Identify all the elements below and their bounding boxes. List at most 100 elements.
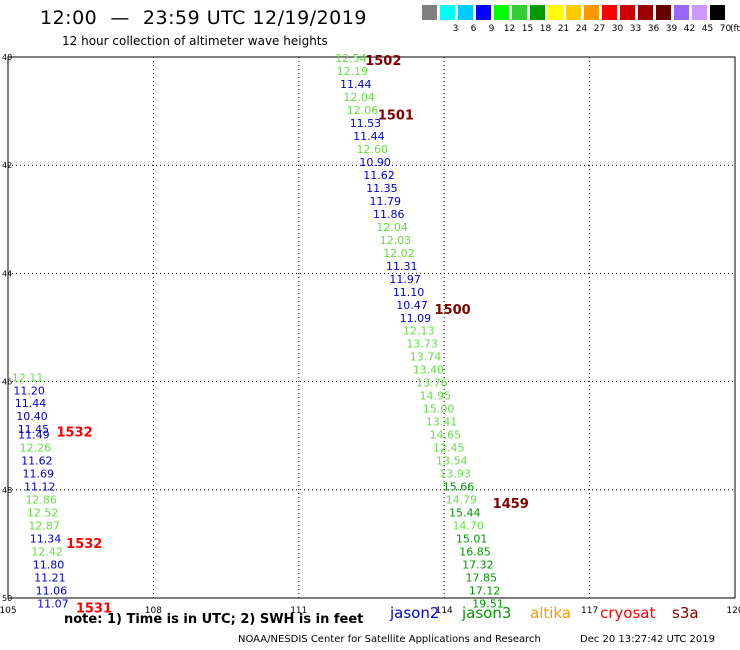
- pass-time-label: 1532: [56, 425, 92, 440]
- scale-label: 27: [593, 24, 606, 34]
- legend-jason3: jason3: [462, 604, 512, 622]
- legend-s3a: s3a: [672, 604, 699, 622]
- scale-swatch: [638, 5, 653, 20]
- wave-height-value: 11.62: [363, 169, 395, 182]
- wave-height-value: 11.34: [30, 532, 61, 545]
- wave-height-value: 15.44: [449, 507, 481, 520]
- wave-height-value: 19.51: [472, 597, 504, 610]
- wave-height-value: 13.76: [416, 377, 448, 390]
- scale-unit: (ft): [730, 24, 740, 34]
- wave-height-value: 11.97: [389, 273, 421, 286]
- wave-height-value: 15.01: [456, 532, 488, 545]
- wave-height-value: 11.49: [18, 429, 50, 442]
- wave-height-value: 17.85: [466, 571, 498, 584]
- longitude-tick-label: 111: [290, 606, 307, 616]
- wave-height-value: 13.54: [436, 455, 468, 468]
- longitude-tick-label: 117: [581, 606, 598, 616]
- scale-label: 15: [521, 24, 534, 34]
- scale-swatch: [494, 5, 509, 20]
- wave-height-value: 14.95: [419, 390, 451, 403]
- wave-height-value: 13.41: [426, 416, 458, 429]
- scale-label: 45: [701, 24, 714, 34]
- latitude-tick-label: 46: [2, 378, 12, 387]
- pass-time-label: 1500: [435, 303, 471, 318]
- wave-height-value: 12.02: [383, 247, 415, 260]
- wave-height-value: 11.21: [34, 571, 65, 584]
- scale-swatch: [530, 5, 545, 20]
- scale-swatch: [512, 5, 527, 20]
- scale-label: 39: [665, 24, 678, 34]
- footnote: note: 1) Time is in UTC; 2) SWH is in fe…: [64, 612, 364, 627]
- wave-height-value: 12.87: [28, 520, 60, 533]
- wave-height-value: 12.86: [25, 494, 56, 507]
- wave-height-value: 11.44: [340, 78, 372, 91]
- scale-label: 12: [503, 24, 516, 34]
- wave-height-value: 13.73: [406, 338, 438, 351]
- scale-label: 30: [611, 24, 624, 34]
- scale-swatch: [710, 5, 725, 20]
- pass-time-label: 1502: [365, 54, 401, 69]
- scale-label: 18: [539, 24, 552, 34]
- wave-height-value: 11.44: [353, 130, 385, 143]
- legend-altika: altika: [530, 604, 572, 622]
- wave-height-value: 11.69: [23, 468, 55, 481]
- wave-height-value: 17.32: [462, 558, 494, 571]
- wave-height-value: 11.12: [24, 481, 56, 494]
- scale-label: 36: [647, 24, 660, 34]
- wave-height-value: 11.20: [13, 384, 45, 397]
- wave-height-value: 11.80: [33, 558, 65, 571]
- scale-label: 70: [719, 24, 732, 34]
- wave-height-value: 10.47: [396, 299, 428, 312]
- longitude-tick-label: 108: [145, 606, 162, 616]
- scale-label: 6: [470, 24, 477, 34]
- scale-label: 21: [557, 24, 570, 34]
- longitude-tick-label: 105: [0, 606, 17, 616]
- credit-line: NOAA/NESDIS Center for Satellite Applica…: [238, 634, 541, 645]
- wave-height-value: 12.11: [12, 371, 44, 384]
- wave-height-value: 12.26: [20, 442, 52, 455]
- wave-height-value: 12.45: [433, 442, 465, 455]
- wave-height-value: 12.04: [376, 221, 408, 234]
- map-frame: [7, 56, 736, 599]
- wave-height-value: 14.65: [430, 429, 462, 442]
- latitude-tick-label: 48: [2, 486, 12, 495]
- scale-swatch: [476, 5, 491, 20]
- wave-height-value: 13.93: [439, 468, 471, 481]
- wave-height-value: 14.70: [452, 520, 484, 533]
- wave-height-value: 13.40: [413, 364, 445, 377]
- wave-height-value: 12.52: [27, 507, 59, 520]
- scale-label: 24: [575, 24, 588, 34]
- scale-swatch: [458, 5, 473, 20]
- latitude-tick-label: 40: [2, 53, 12, 62]
- latitude-tick-label: 42: [2, 161, 12, 170]
- scale-swatch: [656, 5, 671, 20]
- wave-height-value: 12.13: [403, 325, 435, 338]
- scale-swatch: [692, 5, 707, 20]
- latitude-tick-label: 50: [2, 594, 12, 603]
- longitude-tick-label: 114: [436, 606, 453, 616]
- generated-timestamp: Dec 20 13:27:42 UTC 2019: [580, 634, 715, 645]
- scale-swatch: [620, 5, 635, 20]
- legend-jason2: jason2: [390, 604, 440, 622]
- scale-swatch: [566, 5, 581, 20]
- scale-swatch: [584, 5, 599, 20]
- wave-height-value: 11.06: [36, 584, 68, 597]
- map-title: 12:00 — 23:59 UTC 12/19/2019: [40, 7, 367, 29]
- wave-height-value: 13.74: [410, 351, 442, 364]
- wave-height-value: 16.85: [459, 545, 491, 558]
- scale-swatch: [674, 5, 689, 20]
- pass-time-label: 1501: [378, 108, 414, 123]
- pass-time-label: 1532: [66, 537, 102, 552]
- longitude-tick-label: 120: [726, 606, 740, 616]
- wave-height-value: 11.31: [386, 260, 418, 273]
- scale-swatch: [602, 5, 617, 20]
- scale-label: 42: [683, 24, 696, 34]
- wave-height-value: 14.79: [446, 494, 478, 507]
- wave-height-value: 11.53: [350, 117, 382, 130]
- scale-label: 9: [488, 24, 495, 34]
- wave-height-value: 11.44: [15, 397, 46, 410]
- map-subtitle: 12 hour collection of altimeter wave hei…: [62, 34, 328, 48]
- latitude-tick-label: 44: [2, 269, 12, 278]
- pass-time-label: 1531: [76, 602, 112, 617]
